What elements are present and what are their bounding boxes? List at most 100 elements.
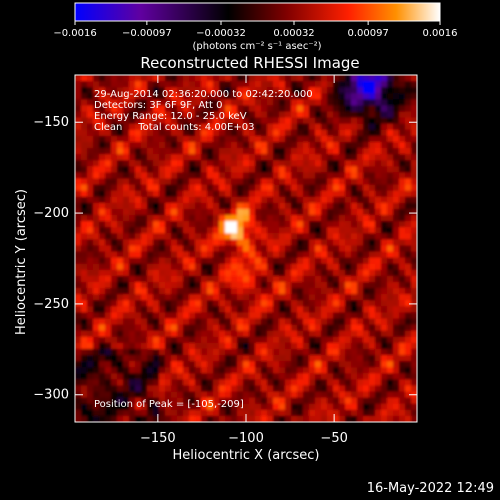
heatmap-cell: [165, 160, 172, 167]
heatmap-cell: [291, 178, 298, 186]
heatmap-cell: [213, 275, 220, 283]
heatmap-cell: [135, 99, 142, 107]
heatmap-cell: [219, 99, 226, 107]
heatmap-cell: [153, 324, 160, 332]
heatmap-cell: [219, 93, 226, 100]
heatmap-cell: [213, 202, 220, 210]
heatmap-cell: [303, 373, 310, 380]
heatmap-cell: [165, 221, 172, 228]
heatmap-cell: [399, 294, 406, 301]
heatmap-cell: [111, 324, 118, 332]
heatmap-cell: [147, 111, 154, 119]
heatmap-cell: [399, 300, 406, 307]
heatmap-cell: [81, 318, 88, 326]
heatmap-cell: [123, 81, 130, 88]
heatmap-cell: [213, 208, 220, 216]
heatmap-cell: [327, 367, 334, 374]
heatmap-cell: [297, 391, 304, 399]
heatmap-cell: [321, 190, 328, 198]
heatmap-cell: [261, 190, 268, 198]
heatmap-cell: [225, 111, 232, 119]
heatmap-cell: [273, 397, 280, 405]
heatmap-cell: [327, 415, 334, 422]
heatmap-cell: [123, 397, 130, 405]
heatmap-cell: [165, 111, 172, 119]
heatmap-cell: [219, 111, 226, 119]
heatmap-cell: [387, 129, 394, 137]
heatmap-cell: [399, 172, 406, 180]
heatmap-cell: [285, 87, 292, 94]
heatmap-cell: [321, 397, 328, 405]
heatmap-cell: [171, 75, 178, 82]
heatmap-cell: [291, 342, 298, 350]
heatmap-cell: [369, 281, 376, 289]
heatmap-cell: [369, 324, 376, 332]
heatmap-cell: [81, 123, 88, 131]
heatmap-cell: [393, 318, 400, 326]
heatmap-cell: [255, 148, 262, 155]
heatmap-cell: [141, 379, 148, 387]
heatmap-cell: [159, 111, 166, 119]
heatmap-cell: [213, 361, 220, 368]
heatmap-cell: [363, 184, 370, 192]
heatmap-cell: [309, 275, 316, 283]
heatmap-cell: [393, 300, 400, 307]
heatmap-cell: [273, 245, 280, 253]
heatmap-cell: [267, 312, 274, 320]
heatmap-cell: [303, 129, 310, 137]
heatmap-cell: [369, 105, 376, 113]
heatmap-cell: [411, 184, 417, 192]
heatmap-cell: [93, 348, 100, 356]
heatmap-cell: [303, 166, 310, 174]
heatmap-cell: [183, 251, 190, 259]
heatmap-cell: [387, 318, 394, 326]
heatmap-cell: [87, 330, 94, 338]
heatmap-cell: [243, 87, 250, 94]
heatmap-cell: [321, 93, 328, 100]
heatmap-cell: [309, 233, 316, 240]
heatmap-cell: [321, 239, 328, 247]
heatmap-cell: [249, 379, 256, 387]
heatmap-cell: [411, 355, 417, 362]
heatmap-cell: [225, 415, 232, 422]
heatmap-cell: [225, 75, 232, 82]
heatmap-cell: [339, 312, 346, 320]
heatmap-cell: [309, 190, 316, 198]
heatmap-cell: [291, 275, 298, 283]
heatmap-cell: [117, 178, 124, 186]
heatmap-cell: [129, 415, 136, 422]
heatmap-cell: [291, 330, 298, 338]
heatmap-cell: [111, 391, 118, 399]
heatmap-cell: [225, 257, 232, 265]
heatmap-cell: [105, 117, 112, 125]
heatmap-cell: [309, 391, 316, 399]
heatmap-cell: [387, 99, 394, 107]
heatmap-cell: [387, 355, 394, 362]
heatmap-cell: [267, 391, 274, 399]
heatmap-cell: [315, 415, 322, 422]
heatmap-cell: [291, 397, 298, 405]
heatmap-cell: [117, 160, 124, 167]
heatmap-cell: [237, 239, 244, 247]
heatmap-cell: [315, 294, 322, 301]
heatmap-cell: [327, 81, 334, 88]
heatmap-cell: [171, 221, 178, 228]
heatmap-cell: [183, 318, 190, 326]
heatmap-cell: [363, 312, 370, 320]
heatmap-cell: [327, 379, 334, 387]
heatmap-cell: [411, 361, 417, 368]
heatmap-cell: [159, 275, 166, 283]
heatmap-cell: [219, 117, 226, 125]
heatmap-cell: [183, 385, 190, 393]
heatmap-cell: [219, 415, 226, 422]
heatmap-cell: [81, 257, 88, 265]
heatmap-cell: [237, 342, 244, 350]
heatmap-cell: [345, 87, 352, 94]
heatmap-cell: [141, 135, 148, 143]
heatmap-cell: [81, 409, 88, 417]
heatmap-cell: [81, 355, 88, 362]
heatmap-cell: [273, 318, 280, 326]
heatmap-cell: [255, 391, 262, 399]
heatmap-cell: [147, 166, 154, 174]
heatmap-cell: [183, 75, 190, 82]
